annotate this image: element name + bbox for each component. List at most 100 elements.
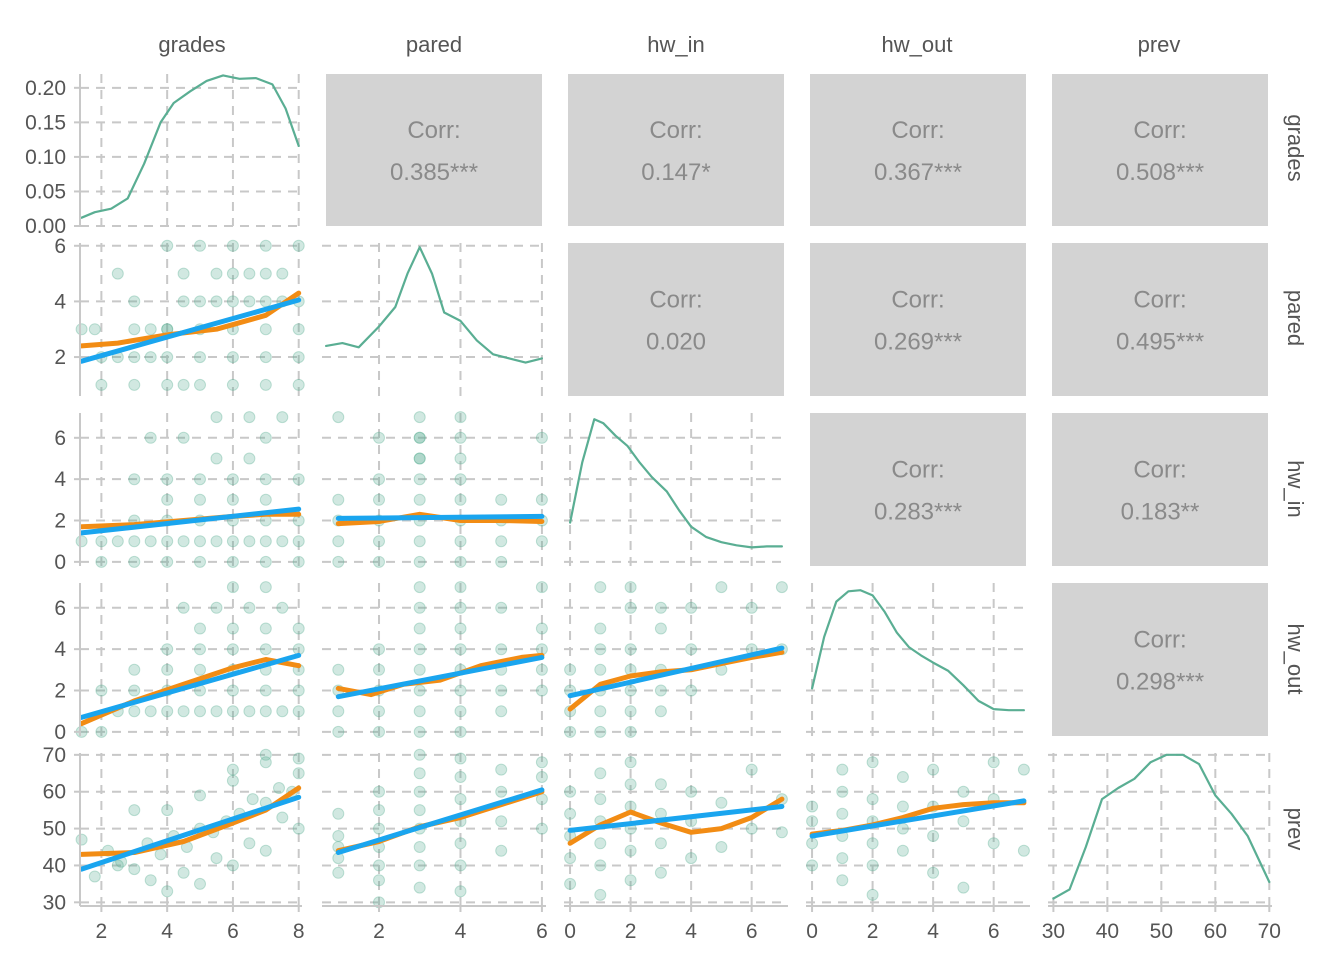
data-point	[866, 888, 879, 901]
data-point	[292, 351, 305, 364]
data-point	[194, 789, 206, 802]
data-point	[454, 885, 467, 898]
data-point	[896, 822, 909, 835]
data-point	[161, 239, 174, 252]
corr-panel-bg	[1052, 74, 1268, 226]
data-point	[624, 643, 637, 656]
data-point	[373, 705, 385, 718]
data-point	[624, 874, 637, 887]
data-point	[594, 622, 607, 635]
data-point	[654, 837, 667, 850]
panel-pared-hw_in: Corr: 0.020	[568, 243, 784, 396]
data-point	[454, 452, 467, 465]
data-point	[624, 778, 637, 791]
data-point	[332, 535, 345, 548]
data-point	[654, 705, 667, 718]
data-point	[332, 663, 345, 676]
data-point	[806, 837, 819, 850]
data-point	[226, 643, 239, 656]
data-point	[226, 581, 239, 594]
data-point	[276, 411, 289, 424]
col-label-pared: pared	[406, 32, 462, 57]
data-point	[259, 684, 272, 697]
data-point	[594, 663, 607, 676]
y-tick-label: 0.10	[25, 146, 66, 169]
x-tick-label: 4	[927, 920, 939, 943]
data-point	[715, 796, 728, 809]
data-point	[243, 295, 256, 308]
data-point	[896, 800, 909, 813]
corr-value: 0.495***	[1116, 329, 1204, 356]
data-point	[246, 793, 259, 806]
data-point	[226, 774, 239, 787]
data-point	[495, 601, 508, 614]
x-tick-label: 4	[161, 920, 173, 943]
data-point	[654, 622, 667, 635]
y-tick-label: 4	[54, 468, 66, 491]
data-point	[373, 643, 385, 656]
data-point	[454, 705, 467, 718]
data-point	[594, 859, 607, 872]
density-curve	[80, 74, 300, 219]
data-point	[161, 473, 174, 486]
data-point	[226, 705, 239, 718]
data-point	[292, 684, 305, 697]
data-point	[1017, 763, 1030, 776]
data-point	[276, 267, 289, 280]
data-point	[259, 555, 272, 568]
data-point	[685, 684, 698, 697]
data-point	[594, 793, 607, 806]
data-point	[332, 866, 345, 879]
data-point	[292, 752, 305, 765]
data-point	[259, 323, 272, 336]
data-point	[128, 535, 141, 548]
panel-grades-hw_out: Corr: 0.367***	[810, 74, 1026, 226]
data-point	[88, 323, 101, 336]
data-point	[161, 643, 174, 656]
data-point	[454, 411, 467, 424]
data-point	[161, 535, 174, 548]
data-point	[194, 239, 206, 252]
data-point	[243, 601, 256, 614]
lm-line	[567, 645, 785, 699]
data-point	[957, 881, 970, 894]
data-point	[332, 725, 345, 738]
data-point	[177, 705, 190, 718]
y-tick-label: 0	[54, 551, 66, 574]
data-point	[75, 833, 88, 846]
data-point	[454, 535, 467, 548]
data-point	[194, 535, 206, 548]
data-point	[194, 555, 206, 568]
data-point	[128, 663, 141, 676]
data-point	[194, 663, 206, 676]
data-point	[243, 535, 256, 548]
data-point	[775, 826, 788, 839]
data-point	[161, 351, 174, 364]
panel-pared-hw_out: Corr: 0.269***	[810, 243, 1026, 396]
data-point	[413, 881, 426, 894]
data-point	[836, 807, 849, 820]
data-point	[128, 684, 141, 697]
data-point	[226, 535, 239, 548]
corr-value: 0.367***	[874, 159, 962, 186]
data-point	[373, 785, 385, 798]
data-point	[226, 555, 239, 568]
corr-panel-bg	[810, 413, 1026, 566]
data-point	[276, 601, 289, 614]
data-point	[177, 535, 190, 548]
x-tick-label: 2	[373, 920, 385, 943]
data-point	[957, 785, 970, 798]
data-point	[332, 807, 345, 820]
data-point	[259, 295, 272, 308]
data-point	[128, 295, 141, 308]
data-point	[226, 239, 239, 252]
data-point	[927, 866, 940, 879]
loess-line	[335, 652, 545, 698]
data-point	[243, 837, 256, 850]
data-point	[226, 493, 239, 506]
data-point	[413, 663, 426, 676]
data-point	[128, 323, 141, 336]
y-tick-label: 4	[54, 290, 66, 313]
data-point	[226, 763, 239, 776]
